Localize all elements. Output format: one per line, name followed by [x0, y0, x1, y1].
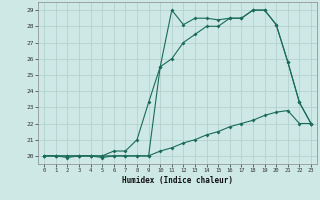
- X-axis label: Humidex (Indice chaleur): Humidex (Indice chaleur): [122, 176, 233, 185]
